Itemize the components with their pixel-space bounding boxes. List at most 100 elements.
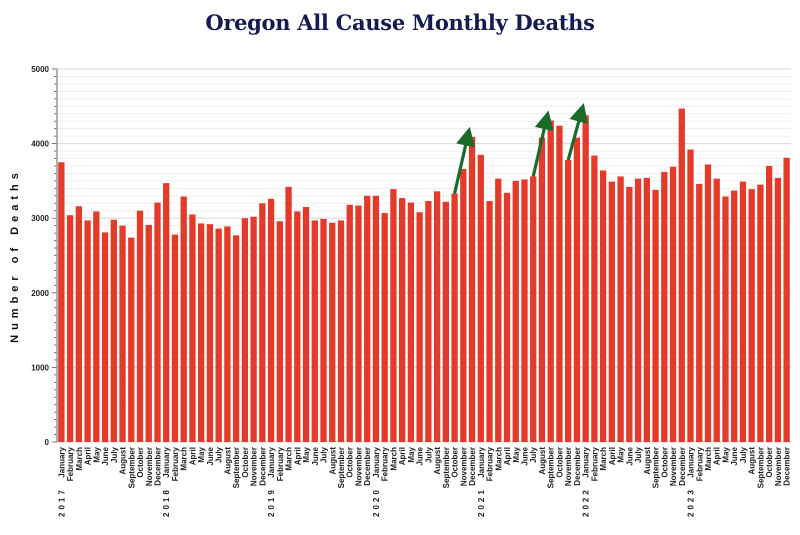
bar (136, 210, 144, 442)
bar (407, 202, 415, 442)
bar (364, 195, 371, 442)
x-tick-label: July (110, 446, 119, 463)
x-tick-label: March (494, 447, 503, 471)
bar (591, 155, 598, 442)
x-tick-label: February (695, 446, 704, 481)
x-tick-label: November (250, 447, 259, 486)
bar (58, 162, 65, 442)
y-axis: 0 1000 2000 3000 4000 5000 (31, 65, 58, 447)
x-tick-label: August (328, 447, 337, 475)
bar (713, 178, 720, 443)
x-tick-label: July (634, 446, 643, 463)
bar (337, 220, 345, 442)
bar (232, 235, 240, 442)
bar (731, 190, 738, 442)
x-tick-label: December (258, 447, 267, 486)
bar (320, 218, 327, 442)
x-year-label: 2023 (687, 487, 696, 517)
bar (416, 212, 423, 442)
bar (206, 224, 214, 442)
x-tick-label: November (145, 447, 154, 486)
bar (163, 183, 170, 442)
x-tick-label: August (748, 447, 757, 475)
x-tick-label: October (346, 447, 355, 478)
bar (311, 220, 318, 442)
x-tick-label: March (389, 447, 398, 471)
bar (355, 205, 362, 442)
x-tick-label: April (608, 447, 617, 465)
x-tick-label: January (57, 446, 66, 477)
bar (189, 214, 196, 442)
bar (241, 218, 249, 442)
bar (390, 189, 397, 442)
x-tick-label: December (153, 447, 162, 486)
x-year-label: 2017 (57, 487, 66, 517)
bar (302, 207, 310, 442)
bar (468, 136, 476, 443)
y-tick-label: 3000 (31, 214, 49, 223)
bar (669, 166, 677, 442)
x-tick-label: September (547, 447, 556, 488)
bar (119, 225, 126, 442)
x-tick-label: November (564, 447, 573, 486)
x-tick-label: February (171, 446, 180, 481)
x-year-label: 2021 (477, 487, 486, 517)
bar (381, 212, 388, 442)
bar (84, 220, 91, 442)
x-tick-label: June (625, 446, 634, 465)
bar (75, 206, 82, 442)
bar (276, 221, 283, 442)
x-tick-label: January (477, 446, 486, 477)
y-tick-label: 5000 (31, 65, 49, 74)
x-tick-label: November (774, 447, 783, 486)
bar (617, 176, 624, 442)
bar (512, 180, 519, 442)
bar (154, 202, 161, 442)
x-tick-label: January (687, 446, 696, 477)
bar (503, 192, 511, 442)
x-year-label: 2022 (582, 487, 591, 517)
annotation-arrow (566, 103, 589, 161)
gridlines (57, 68, 791, 443)
x-tick-label: November (354, 447, 363, 486)
bar (783, 157, 790, 443)
bar (224, 226, 231, 442)
x-tick-label: May (407, 446, 416, 462)
bar (93, 211, 100, 442)
bar (433, 191, 441, 442)
y-tick-label: 2000 (31, 289, 49, 298)
bar (171, 234, 179, 442)
x-tick-label: May (92, 446, 101, 462)
x-tick-label: August (538, 447, 547, 475)
x-tick-label: June (101, 446, 110, 465)
x-tick-label: September (442, 447, 451, 488)
bar (521, 179, 528, 442)
bar (678, 108, 685, 443)
x-tick-label: July (424, 446, 433, 463)
x-tick-label: August (433, 447, 442, 475)
x-tick-label: December (468, 447, 477, 486)
y-axis-label: Number of Deaths (9, 168, 21, 343)
bar (626, 186, 633, 442)
bar (643, 177, 650, 442)
x-tick-label: April (713, 447, 722, 465)
x-tick-label: June (520, 446, 529, 465)
x-tick-label: October (555, 447, 564, 478)
x-tick-label: September (127, 447, 136, 488)
x-tick-label: December (573, 447, 582, 486)
bar (259, 203, 266, 442)
bar (66, 215, 74, 442)
bar (442, 201, 449, 442)
y-tick-label: 4000 (31, 140, 49, 149)
bar (722, 196, 729, 442)
bar (399, 198, 406, 442)
x-tick-label: March (75, 447, 84, 471)
bar (285, 186, 292, 442)
bar (547, 120, 554, 442)
bar (477, 154, 484, 443)
x-tick-label: January (582, 446, 591, 477)
bar (180, 196, 187, 442)
x-tick-label: June (730, 446, 739, 465)
x-tick-label: October (765, 447, 774, 478)
x-tick-label: April (188, 447, 197, 465)
